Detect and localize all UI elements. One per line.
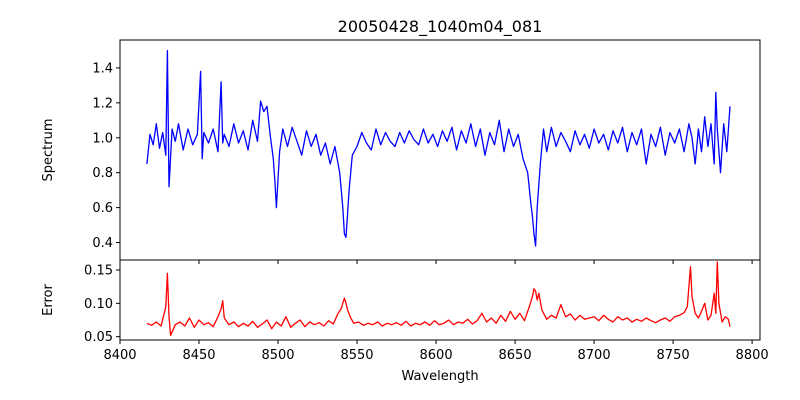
x-tick-label: 8750	[657, 348, 690, 363]
x-tick-label: 8500	[261, 348, 294, 363]
error-y-tick-label: 0.10	[84, 297, 113, 312]
spectrum-y-tick-label: 1.0	[92, 131, 113, 146]
error-series-line	[146, 261, 731, 336]
error-plot-frame	[119, 259, 761, 341]
x-tick-label: 8650	[499, 348, 532, 363]
x-tick-label: 8400	[103, 348, 136, 363]
error-y-tick-label: 0.05	[84, 330, 113, 345]
spectrum-y-tick-label: 1.4	[92, 61, 113, 76]
chart-title: 20050428_1040m04_081	[338, 17, 543, 37]
spectrum-y-tick-label: 0.4	[92, 236, 113, 251]
spectrum-y-tick-label: 0.8	[92, 166, 113, 181]
wavelength-axis-label: Wavelength	[401, 369, 478, 384]
x-tick-label: 8550	[340, 348, 373, 363]
x-tick-label: 8700	[578, 348, 611, 363]
spectrum-series-line	[146, 49, 731, 247]
spectrum-y-tick-label: 0.6	[92, 201, 113, 216]
x-tick-label: 8600	[420, 348, 453, 363]
spectrum-panel: 0.4 0.6 0.8 1.0 1.2 1.4	[92, 39, 761, 264]
error-axis-label: Error	[41, 284, 56, 316]
x-tick-label: 8450	[182, 348, 215, 363]
spectrum-axis-label: Spectrum	[41, 119, 56, 182]
error-y-tick-label: 0.15	[84, 264, 113, 279]
error-panel: 0.05 0.10 0.15 8400 8450 8500 8550 8600 8650 8700…	[84, 259, 769, 363]
spectrum-y-tick-label: 1.2	[92, 96, 113, 111]
x-tick-label: 8800	[736, 348, 769, 363]
